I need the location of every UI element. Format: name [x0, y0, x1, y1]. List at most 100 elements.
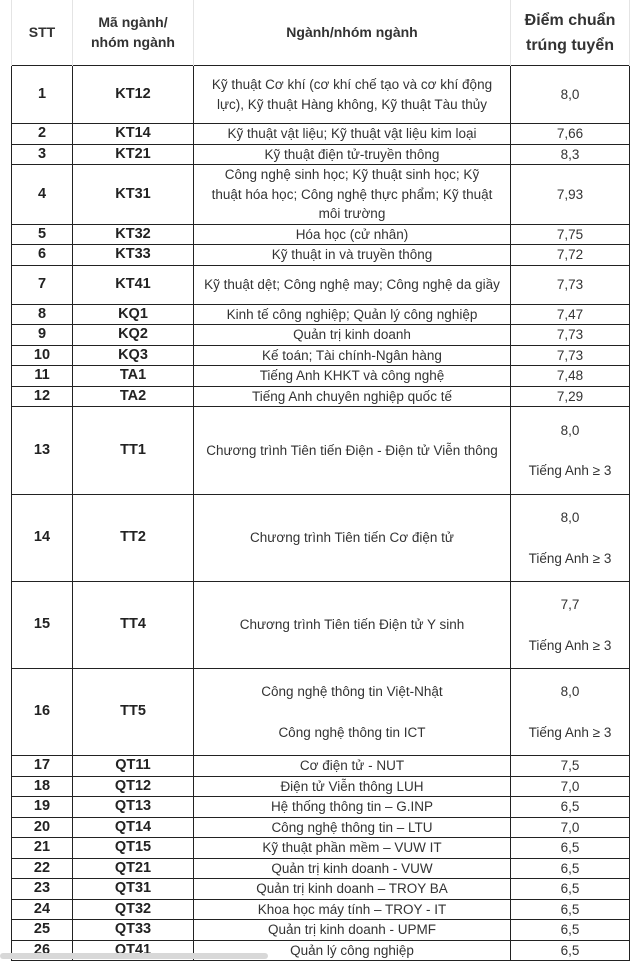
row-stt: 5 [11, 223, 73, 245]
row-score: 6,5 [510, 898, 630, 920]
table-row: 17 QT11 Cơ điện tử - NUT 7,5 [11, 755, 630, 777]
row-score-line: 7,75 [556, 226, 584, 242]
row-stt: 1 [11, 65, 73, 124]
row-score-line: 7,48 [556, 368, 584, 383]
header-code-line: Mã ngành/ [98, 14, 168, 30]
row-score-line: 7,73 [556, 347, 584, 363]
row-score-line: 8,0 [560, 684, 580, 699]
row-score: 7,0 [510, 775, 630, 797]
header-score-line: trúng tuyển [526, 36, 614, 54]
row-score: 7,48 [510, 365, 630, 387]
row-stt: 18 [11, 775, 73, 797]
table-row: 21 QT15 Kỹ thuật phần mềm – VUW IT 6,5 [11, 837, 630, 859]
row-code: KQ2 [72, 324, 194, 346]
row-code: QT32 [72, 898, 194, 920]
row-name-line: Tiếng Anh chuyên nghiệp quốc tế [252, 388, 452, 404]
table-row: 24 QT32 Khoa học máy tính – TROY - IT 6,5 [11, 898, 630, 920]
row-score-line: 7,5 [560, 758, 580, 773]
row-score: 8,0 Tiếng Anh ≥ 3 [510, 406, 630, 495]
row-code: KT41 [72, 264, 194, 305]
table-row: 3 KT21 Kỹ thuật điện tử-truyền thông 8,3 [11, 143, 630, 165]
table-row: 2 KT14 Kỹ thuật vật liệu; Kỹ thuật vật liệ… [11, 123, 630, 145]
row-score: 8,0 Tiếng Anh ≥ 3 [510, 668, 630, 756]
row-score-line: 7,7 [560, 597, 580, 612]
row-name-line: Tiếng Anh KHKT và công nghệ [259, 368, 445, 383]
row-score: 7,93 [510, 164, 630, 225]
row-name: Kỹ thuật điện tử-truyền thông [193, 143, 511, 165]
table-row: 1 KT12 Kỹ thuật Cơ khí (cơ khí chế tạo và … [11, 65, 630, 124]
row-score: 6,5 [510, 939, 630, 961]
row-code: KT12 [72, 65, 194, 124]
row-code: KT32 [72, 223, 194, 245]
row-score: 7,29 [510, 385, 630, 407]
row-code: KT33 [72, 244, 194, 266]
table-row: 12 TA2 Tiếng Anh chuyên nghiệp quốc tế 7,29 [11, 385, 630, 407]
row-stt: 14 [11, 494, 73, 582]
row-name: Công nghệ sinh học; Kỹ thuật sinh học; K… [193, 164, 511, 225]
row-score-line: Tiếng Anh ≥ 3 [528, 550, 612, 566]
row-name: Kỹ thuật Cơ khí (cơ khí chế tạo và cơ kh… [193, 65, 511, 124]
header-score: Điểm chuẩn trúng tuyển [510, 0, 630, 66]
row-stt: 2 [11, 123, 73, 145]
row-code: QT11 [72, 755, 194, 777]
row-score: 7,73 [510, 344, 630, 366]
row-name-line: Cơ điện tử - NUT [299, 758, 405, 773]
row-score: 7,5 [510, 755, 630, 777]
row-stt: 3 [11, 143, 73, 165]
row-name-line: Quản trị kinh doanh – TROY BA [256, 881, 448, 896]
row-name-line: Hệ thống thông tin – G.INP [270, 799, 434, 814]
row-name-line: Kỹ thuật điện tử-truyền thông [264, 146, 440, 162]
table-row: 7 KT41 Kỹ thuật dệt; Công nghệ may; Công n… [11, 264, 630, 305]
table-body: 1 KT12 Kỹ thuật Cơ khí (cơ khí chế tạo và … [11, 65, 630, 961]
row-score: 7,47 [510, 303, 630, 325]
header-code: Mã ngành/nhóm ngành [72, 0, 194, 66]
row-stt: 12 [11, 385, 73, 407]
row-name-line: Kinh tế công nghiệp; Quản lý công nghiệp [226, 306, 478, 322]
row-code: QT33 [72, 919, 194, 941]
row-name-line: Chương trình Tiên tiến Điện tử Y sinh [239, 617, 465, 633]
row-name: Kỹ thuật vật liệu; Kỹ thuật vật liệu kim… [193, 123, 511, 145]
table-row: 14 TT2 Chương trình Tiên tiến Cơ điện tử 8,… [11, 494, 630, 582]
row-code: QT12 [72, 775, 194, 797]
row-name-line: Công nghệ sinh học; Kỹ thuật sinh học; K… [211, 167, 493, 221]
row-stt: 24 [11, 898, 73, 920]
row-name-line: Hóa học (cử nhân) [295, 226, 409, 242]
row-name: Hóa học (cử nhân) [193, 223, 511, 245]
row-score: 7,73 [510, 264, 630, 305]
row-name-line: Chương trình Tiên tiến Điện - Điện tử Vi… [206, 442, 498, 458]
table-row: 10 KQ3 Kế toán; Tài chính-Ngân hàng 7,73 [11, 344, 630, 366]
row-score-line: 6,5 [560, 942, 580, 958]
admission-scores-table: STT Mã ngành/nhóm ngành Ngành/nhóm ngành… [11, 0, 630, 961]
row-stt: 16 [11, 668, 73, 756]
row-name: Chương trình Tiên tiến Cơ điện tử [193, 494, 511, 582]
row-name-line: Kỹ thuật dệt; Công nghệ may; Công nghệ d… [204, 276, 500, 292]
row-stt: 6 [11, 244, 73, 266]
row-score: 8,0 [510, 65, 630, 124]
row-name: Công nghệ thông tin Việt-Nhật Công nghệ t… [193, 668, 511, 756]
row-stt: 17 [11, 755, 73, 777]
row-name: Tiếng Anh KHKT và công nghệ [193, 365, 511, 387]
row-stt: 22 [11, 857, 73, 879]
row-score: 7,7 Tiếng Anh ≥ 3 [510, 581, 630, 669]
table-row: 25 QT33 Quản trị kinh doanh - UPMF 6,5 [11, 919, 630, 941]
row-score-line: 8,0 [560, 422, 580, 438]
row-score-line: 6,5 [560, 840, 580, 855]
row-score-line: 7,66 [556, 126, 584, 141]
table-row: 8 KQ1 Kinh tế công nghiệp; Quản lý công ng… [11, 303, 630, 325]
row-score-line: Tiếng Anh ≥ 3 [528, 463, 612, 478]
row-name-line: Kỹ thuật phần mềm – VUW IT [262, 840, 442, 855]
row-name-line: Công nghệ thông tin Việt-Nhật [261, 684, 443, 699]
row-code: QT21 [72, 857, 194, 879]
row-name-line: Khoa học máy tính – TROY - IT [257, 901, 447, 917]
horizontal-scrollbar[interactable] [0, 953, 268, 959]
row-score-line: 6,5 [560, 860, 580, 876]
row-stt: 8 [11, 303, 73, 325]
row-name: Chương trình Tiên tiến Điện - Điện tử Vi… [193, 406, 511, 495]
row-score-line: 7,73 [556, 276, 584, 292]
row-score: 6,5 [510, 878, 630, 900]
row-name: Kỹ thuật dệt; Công nghệ may; Công nghệ d… [193, 264, 511, 305]
table-row: 4 KT31 Công nghệ sinh học; Kỹ thuật sinh h… [11, 164, 630, 225]
row-score-line: Tiếng Anh ≥ 3 [528, 637, 612, 653]
row-name: Khoa học máy tính – TROY - IT [193, 898, 511, 920]
row-name-line: Kỹ thuật vật liệu; Kỹ thuật vật liệu kim… [227, 126, 477, 141]
